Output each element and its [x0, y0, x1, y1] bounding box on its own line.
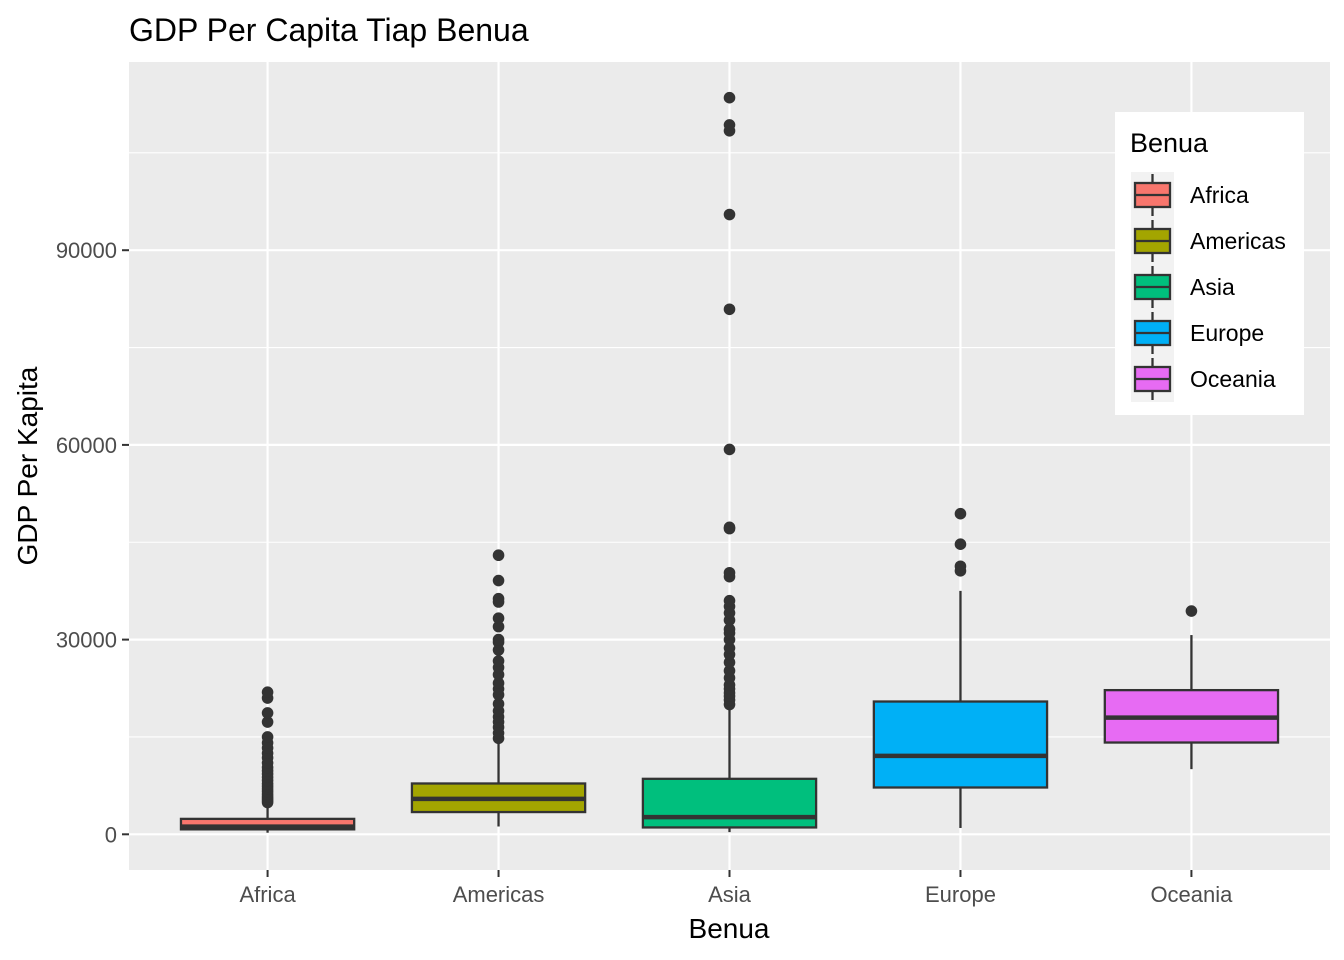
outlier-point — [954, 538, 967, 551]
box-body — [872, 700, 1049, 789]
x-tick-label: Oceania — [1150, 882, 1233, 907]
box-group-oceania — [1103, 605, 1280, 770]
outlier-point — [492, 574, 505, 587]
outlier-point — [723, 119, 736, 131]
outlier-point — [723, 303, 736, 316]
outlier-point — [723, 208, 736, 221]
legend-item-oceania: Oceania — [1131, 356, 1276, 402]
y-tick-label: 60000 — [56, 433, 117, 458]
y-axis: 0 30000 60000 90000 — [56, 238, 129, 847]
x-tick-label: Asia — [708, 882, 752, 907]
x-axis: Africa Americas Asia Europe Oceania — [239, 870, 1233, 907]
y-tick-label: 0 — [105, 822, 117, 847]
x-tick-label: Europe — [925, 882, 996, 907]
outlier-point — [492, 612, 505, 624]
legend-label: Europe — [1190, 320, 1264, 346]
legend-title: Benua — [1130, 128, 1209, 158]
legend-item-europe: Europe — [1131, 310, 1264, 356]
outlier-point — [261, 686, 274, 698]
outlier-point — [492, 592, 505, 605]
outlier-point — [492, 633, 505, 646]
box-layer — [179, 91, 1280, 833]
outlier-point — [723, 594, 736, 607]
legend-label: Asia — [1190, 274, 1235, 300]
x-tick-label: Africa — [239, 882, 296, 907]
chart-title: GDP Per Capita Tiap Benua — [129, 12, 529, 48]
outlier-point — [261, 707, 274, 719]
box-group-americas — [410, 549, 587, 827]
outlier-point — [492, 677, 505, 689]
x-tick-label: Americas — [453, 882, 545, 907]
legend-item-asia: Asia — [1131, 264, 1235, 310]
box-group-africa — [179, 686, 356, 833]
y-tick-label: 90000 — [56, 238, 117, 263]
outlier-point — [723, 642, 736, 654]
legend-item-americas: Americas — [1131, 218, 1286, 264]
outlier-point — [492, 698, 505, 710]
legend: Benua Africa Americas Asia Europe Oceania — [1115, 112, 1304, 415]
legend-label: Africa — [1190, 182, 1249, 208]
y-tick-label: 30000 — [56, 628, 117, 653]
box-group-europe — [872, 507, 1049, 828]
outlier-point — [723, 623, 736, 636]
outlier-point — [723, 566, 736, 579]
outlier-point — [261, 716, 274, 728]
legend-label: Americas — [1190, 228, 1286, 254]
box-group-asia — [641, 91, 818, 833]
outlier-point — [954, 507, 967, 520]
outlier-point — [1185, 605, 1198, 617]
x-axis-title: Benua — [689, 913, 770, 944]
box-body — [641, 777, 818, 829]
outlier-point — [723, 91, 736, 104]
outlier-point — [723, 521, 736, 534]
box-body — [179, 817, 356, 831]
y-axis-title: GDP Per Kapita — [12, 366, 43, 565]
outlier-point — [492, 620, 505, 633]
outlier-point — [492, 549, 505, 562]
outlier-point — [261, 731, 274, 743]
outlier-point — [723, 443, 736, 456]
outlier-point — [723, 664, 736, 677]
outlier-point — [492, 655, 505, 667]
legend-item-africa: Africa — [1131, 172, 1249, 218]
legend-items: Africa Americas Asia Europe Oceania — [1131, 172, 1286, 402]
legend-label: Oceania — [1190, 366, 1276, 392]
outlier-point — [954, 560, 967, 573]
